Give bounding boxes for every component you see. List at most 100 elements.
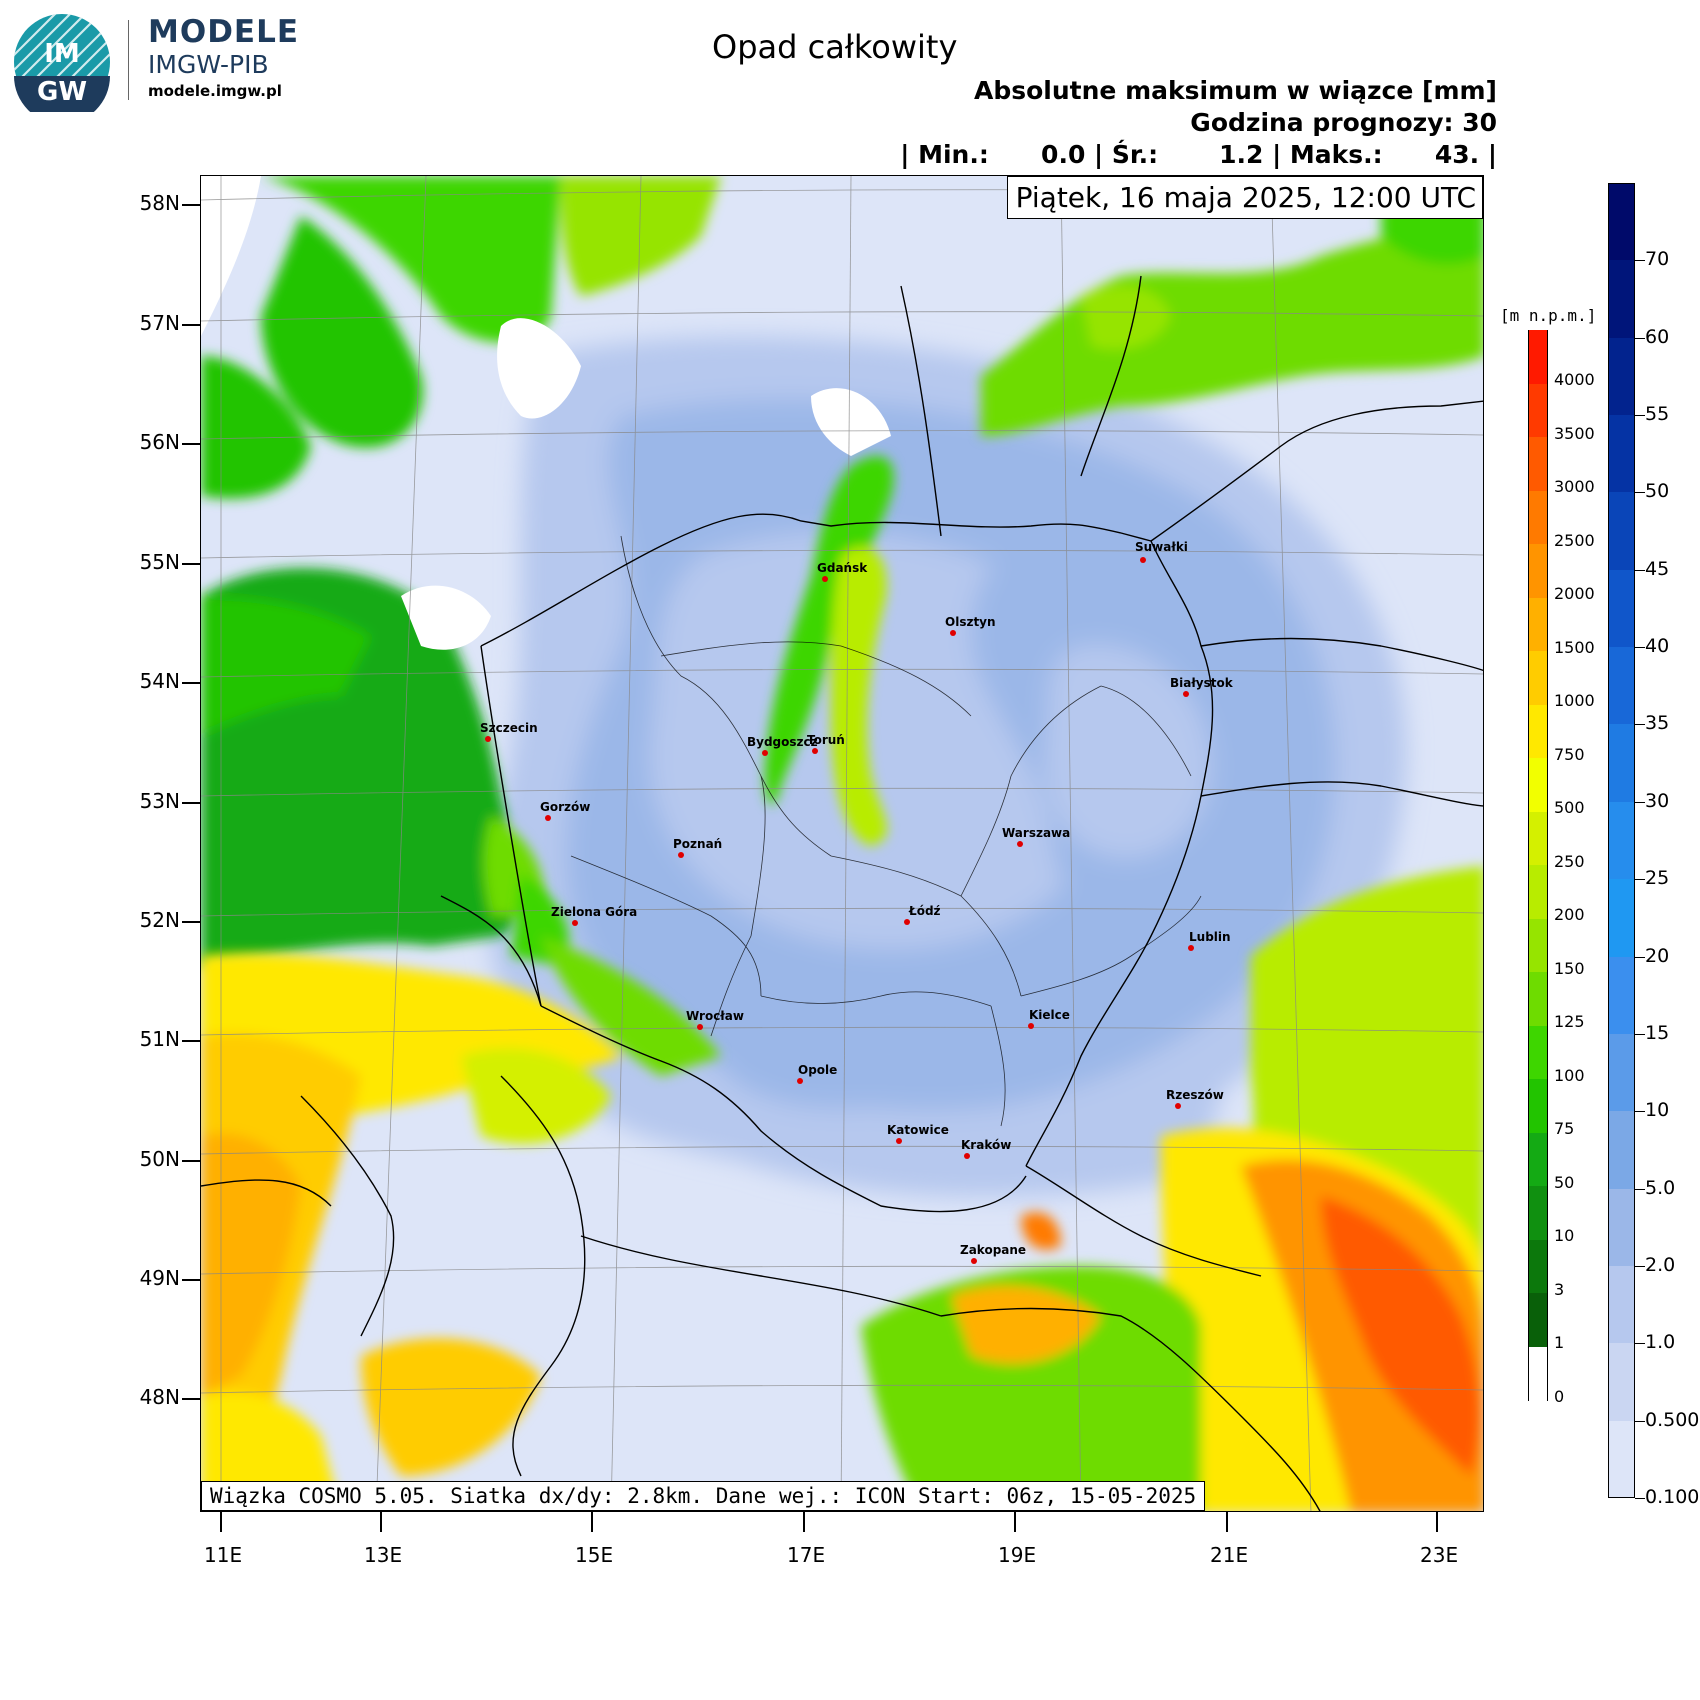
- elevation-label: 3000: [1554, 477, 1595, 496]
- lat-tick-label: 53N: [139, 789, 180, 813]
- elevation-swatch: [1528, 1293, 1548, 1347]
- city-label: Katowice: [887, 1123, 949, 1137]
- no-precip-areas: [201, 176, 891, 650]
- elevation-label: 250: [1554, 851, 1585, 871]
- city-label: Rzeszów: [1166, 1088, 1224, 1102]
- precip-swatch: [1608, 260, 1635, 339]
- elevation-swatch: [1528, 544, 1548, 598]
- precip-label: 60: [1645, 325, 1670, 348]
- city-marker: [822, 576, 828, 582]
- elevation-label: 125: [1554, 1012, 1585, 1031]
- lat-tick-label: 57N: [139, 311, 180, 335]
- precip-tick: [1635, 415, 1645, 417]
- city-label: Warszawa: [1002, 826, 1071, 840]
- precip-swatch: [1608, 1265, 1635, 1344]
- elevation-label: 4000: [1554, 370, 1595, 389]
- precip-label: 5.0: [1645, 1176, 1676, 1199]
- precip-swatch: [1608, 1033, 1635, 1112]
- elevation-label: 3500: [1554, 423, 1595, 443]
- elevation-label: 10: [1554, 1226, 1575, 1245]
- lat-tick-label: 58N: [139, 191, 180, 215]
- precip-tick: [1635, 879, 1645, 881]
- precip-swatch: [1608, 183, 1635, 261]
- svg-text:IM: IM: [44, 39, 80, 69]
- elevation-label: 1500: [1554, 637, 1595, 657]
- chart-title: Opad całkowity: [712, 28, 958, 66]
- elevation-label: 500: [1554, 798, 1585, 817]
- lat-tick-label: 48N: [139, 1385, 180, 1409]
- chart-subtitle: Absolutne maksimum w wiązce [mm]: [974, 76, 1497, 105]
- country-borders: [201, 275, 1483, 1511]
- precip-swatch: [1608, 1111, 1635, 1190]
- city-label: Opole: [798, 1063, 838, 1077]
- lon-tick: [1014, 1512, 1016, 1532]
- elevation-label: 2000: [1554, 584, 1595, 603]
- lat-tick: [182, 563, 200, 565]
- elevation-swatch: [1528, 1239, 1548, 1294]
- imgw-logo: IM GW: [12, 12, 112, 124]
- lon-tick-label: 23E: [1420, 1543, 1459, 1567]
- elevation-label: 750: [1554, 744, 1585, 764]
- city-marker: [1140, 557, 1146, 563]
- logo-divider: [128, 20, 129, 100]
- logo-org: IMGW-PIB: [148, 50, 269, 79]
- city-marker: [812, 748, 818, 754]
- precip-swatch: [1608, 1188, 1635, 1267]
- svg-text:GW: GW: [37, 77, 87, 107]
- precip-tick: [1635, 1111, 1645, 1113]
- precip-tick: [1635, 647, 1645, 649]
- lat-tick-label: 51N: [139, 1027, 180, 1051]
- precip-tick: [1635, 1033, 1645, 1035]
- elevation-swatch: [1528, 597, 1548, 652]
- precip-swatch: [1608, 724, 1635, 803]
- precipitation-map: Gdańsk Olsztyn Suwałki Białystok Szczecin Byd…: [200, 175, 1484, 1512]
- model-info: Wiązka COSMO 5.05. Siatka dx/dy: 2.8km. …: [201, 1481, 1206, 1511]
- precip-swatch: [1608, 647, 1635, 725]
- lon-tick-label: 11E: [204, 1543, 243, 1567]
- lat-tick: [182, 1040, 200, 1042]
- imgw-logo-badge: IM GW: [14, 14, 110, 124]
- city-label: Szczecin: [480, 721, 538, 735]
- city-marker: [896, 1138, 902, 1144]
- precip-tick: [1635, 956, 1645, 958]
- lon-tick-label: 19E: [998, 1543, 1037, 1567]
- city-label: Olsztyn: [945, 615, 996, 629]
- precip-swatch: [1608, 956, 1635, 1035]
- city-marker: [950, 630, 956, 636]
- precip-label: 30: [1645, 789, 1670, 812]
- precip-southeast: [861, 866, 1483, 1511]
- elevation-swatch: [1528, 758, 1548, 812]
- lat-tick: [182, 802, 200, 804]
- precip-label: 2.0: [1645, 1253, 1676, 1276]
- city-markers: [485, 557, 1194, 1264]
- lon-tick: [1226, 1512, 1228, 1532]
- elevation-swatch: [1528, 865, 1548, 919]
- city-label: Wrocław: [686, 1009, 744, 1023]
- city-marker: [1017, 841, 1023, 847]
- elevation-swatch: [1528, 1346, 1548, 1401]
- elevation-label: 1: [1554, 1333, 1565, 1352]
- elevation-label: 150: [1554, 958, 1585, 978]
- lat-tick: [182, 1398, 200, 1400]
- precip-label: 10: [1645, 1099, 1670, 1122]
- precip-tick: [1635, 1498, 1645, 1499]
- elevation-swatch: [1528, 490, 1548, 545]
- forecast-hour: Godzina prognozy: 30: [1190, 108, 1497, 137]
- stats-line: | Min.: 0.0 | Śr.: 1.2 | Maks.: 43. |: [900, 140, 1497, 169]
- precip-tick: [1635, 1343, 1645, 1345]
- lon-tick: [1436, 1512, 1438, 1532]
- city-label: Gorzów: [540, 800, 591, 814]
- city-marker: [572, 920, 578, 926]
- precip-swatch: [1608, 415, 1635, 493]
- elevation-label: 200: [1554, 905, 1585, 924]
- lat-tick: [182, 1279, 200, 1281]
- precip-swirl: [486, 336, 1407, 1197]
- lon-tick: [591, 1512, 593, 1532]
- precip-swatch: [1608, 569, 1635, 648]
- city-marker: [797, 1078, 803, 1084]
- elevation-swatch: [1528, 1186, 1548, 1240]
- precip-tick: [1635, 801, 1645, 803]
- precip-label: 1.0: [1645, 1331, 1676, 1354]
- lon-tick-label: 15E: [575, 1543, 614, 1567]
- elevation-label: 75: [1554, 1119, 1575, 1138]
